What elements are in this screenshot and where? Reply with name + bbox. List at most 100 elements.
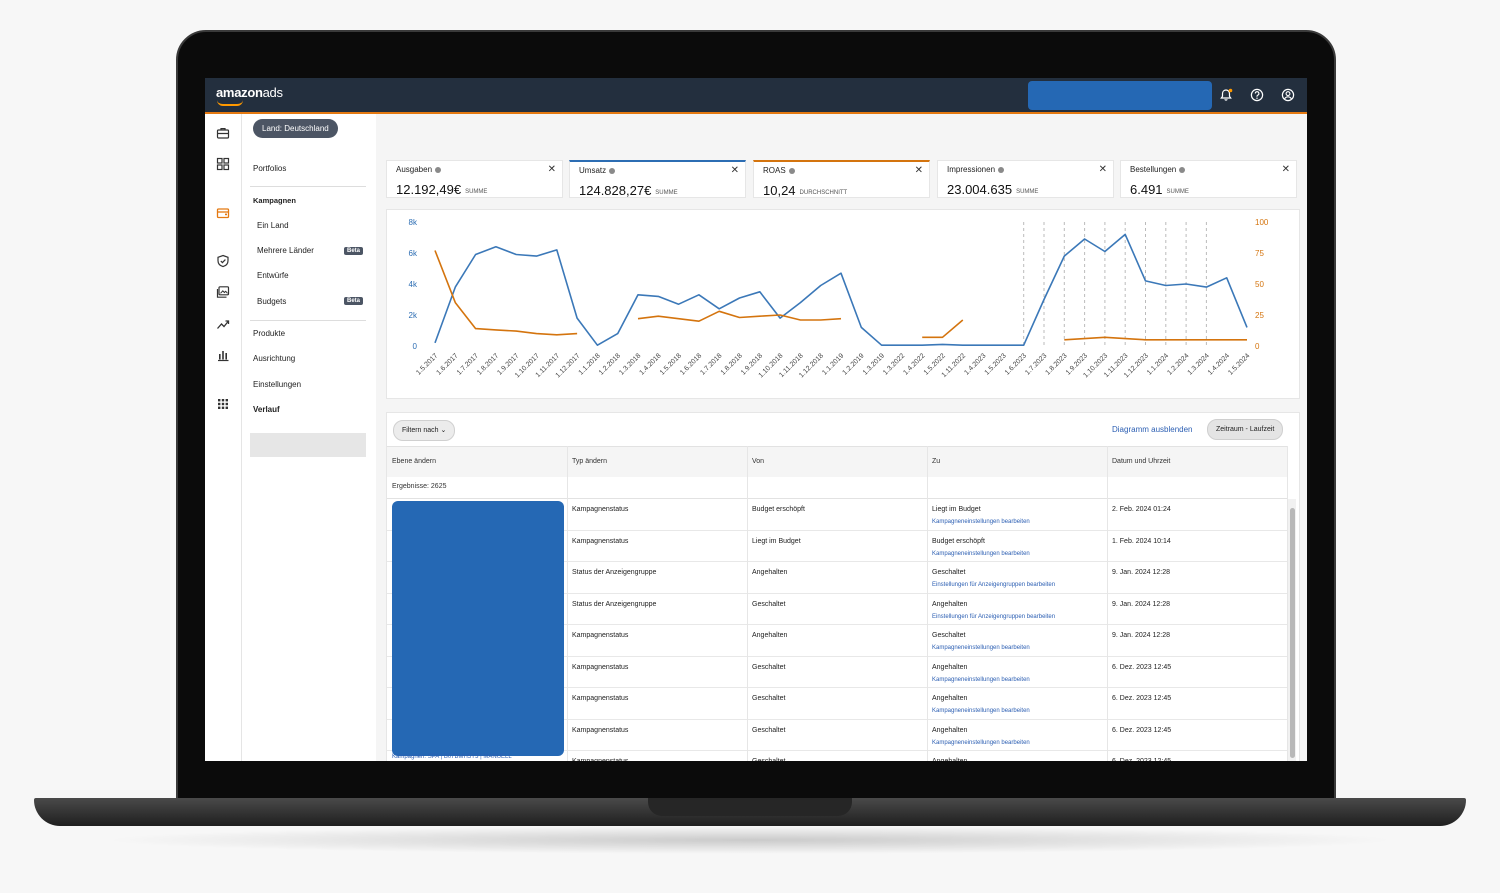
y-right-tick-label: 50	[1255, 280, 1264, 289]
info-icon[interactable]	[435, 166, 442, 173]
images-icon[interactable]	[214, 283, 232, 301]
bar-chart-icon[interactable]	[214, 346, 232, 364]
chart-svg: 02k4k6k8k02550751001.5.20171.6.20171.7.2…	[409, 218, 1269, 379]
change-from: Geschaltet	[752, 695, 786, 702]
change-from: Angehalten	[752, 632, 788, 639]
change-type: Kampagnenstatus	[572, 506, 629, 513]
edit-settings-link[interactable]: Kampagneneinstellungen bearbeiten	[932, 739, 1030, 746]
info-icon[interactable]	[998, 166, 1005, 173]
edit-settings-link[interactable]: Einstellungen für Anzeigengruppen bearbe…	[932, 582, 1056, 588]
column-header[interactable]: Typ ändern	[572, 458, 608, 465]
column-divider	[567, 446, 568, 761]
metric-value: 23.004.635 SUMME	[947, 182, 1038, 197]
country-selector[interactable]: Land: Deutschland	[253, 119, 338, 138]
change-date: 6. Dez. 2023 12:45	[1112, 726, 1172, 734]
nav-settings[interactable]: Einstellungen	[253, 380, 302, 389]
nav-products[interactable]: Produkte	[253, 329, 286, 338]
account-selector[interactable]	[1028, 81, 1212, 110]
metric-value-text: 6.491	[1130, 182, 1163, 197]
edit-settings-link[interactable]: Einstellungen für Anzeigengruppen bearbe…	[932, 613, 1056, 620]
metric-label: Ausgaben	[396, 165, 442, 174]
edit-settings-link[interactable]: Kampagneneinstellungen bearbeiten	[932, 645, 1030, 651]
metric-label: Bestellungen	[1130, 165, 1186, 174]
series-line	[434, 250, 578, 336]
change-to: Geschaltet	[932, 569, 966, 576]
beta-badge: Beta	[344, 297, 364, 305]
change-date: 6. Dez. 2023 12:45	[1112, 758, 1171, 761]
apps-icon[interactable]	[214, 395, 232, 413]
y-left-tick-label: 0	[413, 342, 418, 351]
column-header[interactable]: Von	[752, 458, 765, 465]
table-row: Kampagnenstatus Budget erschöpft Liegt im …	[387, 499, 1287, 531]
column-header[interactable]: Datum und Uhrzeit	[1112, 458, 1171, 465]
change-type: Kampagnenstatus	[572, 726, 629, 734]
close-icon[interactable]: ✕	[547, 164, 556, 175]
table-row: Kampagnenstatus Geschaltet Angehalten Kampa…	[387, 688, 1287, 720]
edit-settings-link[interactable]: Kampagneneinstellungen bearbeiten	[932, 550, 1030, 557]
nav-multi-country[interactable]: Mehrere Länder	[257, 246, 314, 255]
close-icon[interactable]: ✕	[914, 165, 923, 176]
metric-card[interactable]: Umsatz 124.828,27€ SUMME ✕	[569, 160, 746, 198]
help-icon[interactable]	[1248, 86, 1266, 104]
edit-settings-link[interactable]: Kampagneneinstellungen bearbeiten	[932, 676, 1030, 683]
nav-portfolios[interactable]: Portfolios	[253, 164, 287, 173]
nav-campaigns-heading[interactable]: Kampagnen	[253, 196, 296, 205]
nav-drafts[interactable]: Entwürfe	[257, 271, 289, 280]
main-content: Ausgaben 12.192,49€ SUMME ✕ Umsatz 124.828,27…	[376, 114, 1307, 761]
column-header[interactable]: Ebene ändern	[392, 458, 436, 465]
nav-budgets[interactable]: Budgets	[257, 297, 287, 306]
metric-card[interactable]: ROAS 10,24 DURCHSCHNITT ✕	[753, 160, 930, 198]
wallet-icon[interactable]	[214, 204, 232, 222]
change-to: Budget erschöpft	[932, 537, 985, 545]
filter-button[interactable]: Filtern nach ⌄	[393, 420, 456, 441]
account-icon[interactable]	[1279, 86, 1297, 104]
grid-icon[interactable]	[214, 155, 232, 173]
table-header: Ebene ändern Typ ändern Von Zu Datum und…	[387, 446, 1287, 478]
change-date: 9. Jan. 2024 12:28	[1112, 600, 1170, 608]
bell-icon[interactable]	[1217, 86, 1235, 104]
info-icon[interactable]	[788, 167, 795, 174]
metric-label: Umsatz	[579, 166, 616, 175]
nav-divider	[250, 186, 366, 187]
metric-aggregation: SUMME	[655, 190, 678, 196]
hide-chart-link[interactable]: Diagramm ausblenden	[1112, 425, 1193, 434]
change-to: Angehalten	[932, 726, 968, 734]
logo-sub-text: ads	[262, 85, 283, 100]
close-icon[interactable]: ✕	[1098, 164, 1107, 175]
info-icon[interactable]	[1179, 166, 1186, 173]
period-button[interactable]: Zeitraum - Laufzeit	[1207, 419, 1284, 440]
nav-one-country[interactable]: Ein Land	[257, 221, 289, 230]
top-bar: amazonads	[205, 78, 1307, 114]
close-icon[interactable]: ✕	[1281, 164, 1290, 175]
metric-card[interactable]: Ausgaben 12.192,49€ SUMME ✕	[386, 160, 563, 198]
column-divider	[927, 446, 928, 761]
table-row: Kampagnenstatus Angehalten Geschaltet Kampa…	[387, 625, 1287, 657]
change-type: Kampagnenstatus	[572, 695, 629, 702]
metric-label-text: Umsatz	[579, 166, 607, 175]
metric-value-text: 23.004.635	[947, 182, 1013, 197]
column-header[interactable]: Zu	[932, 458, 941, 465]
change-date: 9. Jan. 2024 12:28	[1112, 632, 1170, 639]
redacted-campaign-names	[392, 501, 564, 756]
trend-icon[interactable]	[214, 315, 232, 333]
briefcase-icon[interactable]	[214, 124, 232, 142]
nav-selected-highlight	[250, 433, 366, 457]
change-from: Geschaltet	[752, 600, 786, 608]
table-row: Status der Anzeigengruppe Angehalten Gesch…	[387, 562, 1287, 594]
nav-targeting[interactable]: Ausrichtung	[253, 354, 296, 363]
campaign-level-link[interactable]: Kampagnen: SPA | B07BMH5Y3 | MANUELL	[392, 754, 512, 760]
campaign-nav: Land: Deutschland Portfolios Kampagnen E…	[242, 114, 376, 761]
scrollbar-thumb[interactable]	[1290, 508, 1295, 758]
nav-history[interactable]: Verlauf	[253, 405, 280, 414]
icon-rail	[205, 114, 242, 761]
metric-aggregation: SUMME	[1016, 189, 1039, 195]
metric-card[interactable]: Bestellungen 6.491 SUMME ✕	[1120, 160, 1297, 198]
edit-settings-link[interactable]: Kampagneneinstellungen bearbeiten	[932, 708, 1030, 714]
close-icon[interactable]: ✕	[730, 165, 739, 176]
shield-icon[interactable]	[214, 252, 232, 270]
amazon-ads-logo[interactable]: amazonads	[216, 85, 283, 100]
metric-card[interactable]: Impressionen 23.004.635 SUMME ✕	[937, 160, 1114, 198]
edit-settings-link[interactable]: Kampagneneinstellungen bearbeiten	[932, 519, 1030, 525]
info-icon[interactable]	[609, 167, 616, 174]
logo-smile-icon	[217, 100, 243, 106]
